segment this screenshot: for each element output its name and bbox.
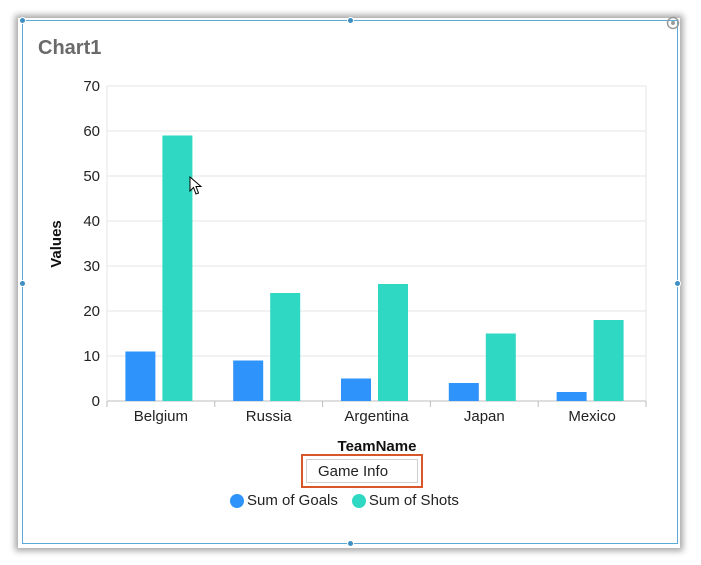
legend-title-box[interactable]: Game Info [301, 454, 423, 488]
resize-handle-bottom[interactable] [347, 540, 354, 547]
bar-goals [233, 360, 264, 401]
x-tick-label: Japan [464, 408, 505, 425]
legend-label-shots: Sum of Shots [368, 492, 459, 509]
bar-goals [448, 383, 479, 401]
y-axis-label: Values [48, 220, 65, 268]
resize-handle-right[interactable] [674, 280, 681, 287]
x-tick-label: Argentina [344, 408, 409, 425]
y-tick-label: 0 [92, 393, 100, 410]
y-tick-label: 60 [83, 123, 100, 140]
bar-shots [162, 135, 193, 401]
bar-shots [378, 284, 408, 401]
y-tick-label: 50 [83, 168, 100, 185]
resize-handle-top-left[interactable] [19, 17, 26, 24]
legend-item-goals[interactable]: Sum of Goals [230, 492, 338, 509]
settings-gear-icon[interactable] [665, 15, 681, 31]
x-axis-label: TeamName [338, 438, 417, 455]
y-tick-label: 70 [83, 78, 100, 95]
bar-goals [556, 392, 587, 401]
bar-goals [125, 351, 156, 401]
bar-goals [341, 378, 371, 401]
x-tick-label: Mexico [568, 408, 616, 425]
legend-swatch-goals [230, 493, 244, 508]
legend-title: Game Info [306, 459, 418, 483]
mouse-pointer-icon [189, 176, 203, 195]
chart-title: Chart1 [38, 37, 102, 59]
bar-shots [485, 333, 516, 401]
y-tick-label: 20 [83, 303, 100, 320]
resize-handle-left[interactable] [19, 280, 26, 287]
x-tick-label: Belgium [134, 408, 188, 425]
legend-label-goals: Sum of Goals [247, 492, 338, 509]
bar-shots [270, 293, 301, 401]
y-tick-label: 10 [83, 348, 100, 365]
x-tick-label: Russia [246, 408, 293, 425]
bar-shots [593, 320, 624, 401]
legend-swatch-shots [351, 493, 366, 508]
y-tick-label: 40 [83, 213, 100, 230]
legend-item-shots[interactable]: Sum of Shots [351, 492, 459, 509]
y-tick-label: 30 [83, 258, 100, 275]
legend: Sum of Goals Sum of Shots [230, 492, 459, 509]
resize-handle-top[interactable] [347, 17, 354, 24]
